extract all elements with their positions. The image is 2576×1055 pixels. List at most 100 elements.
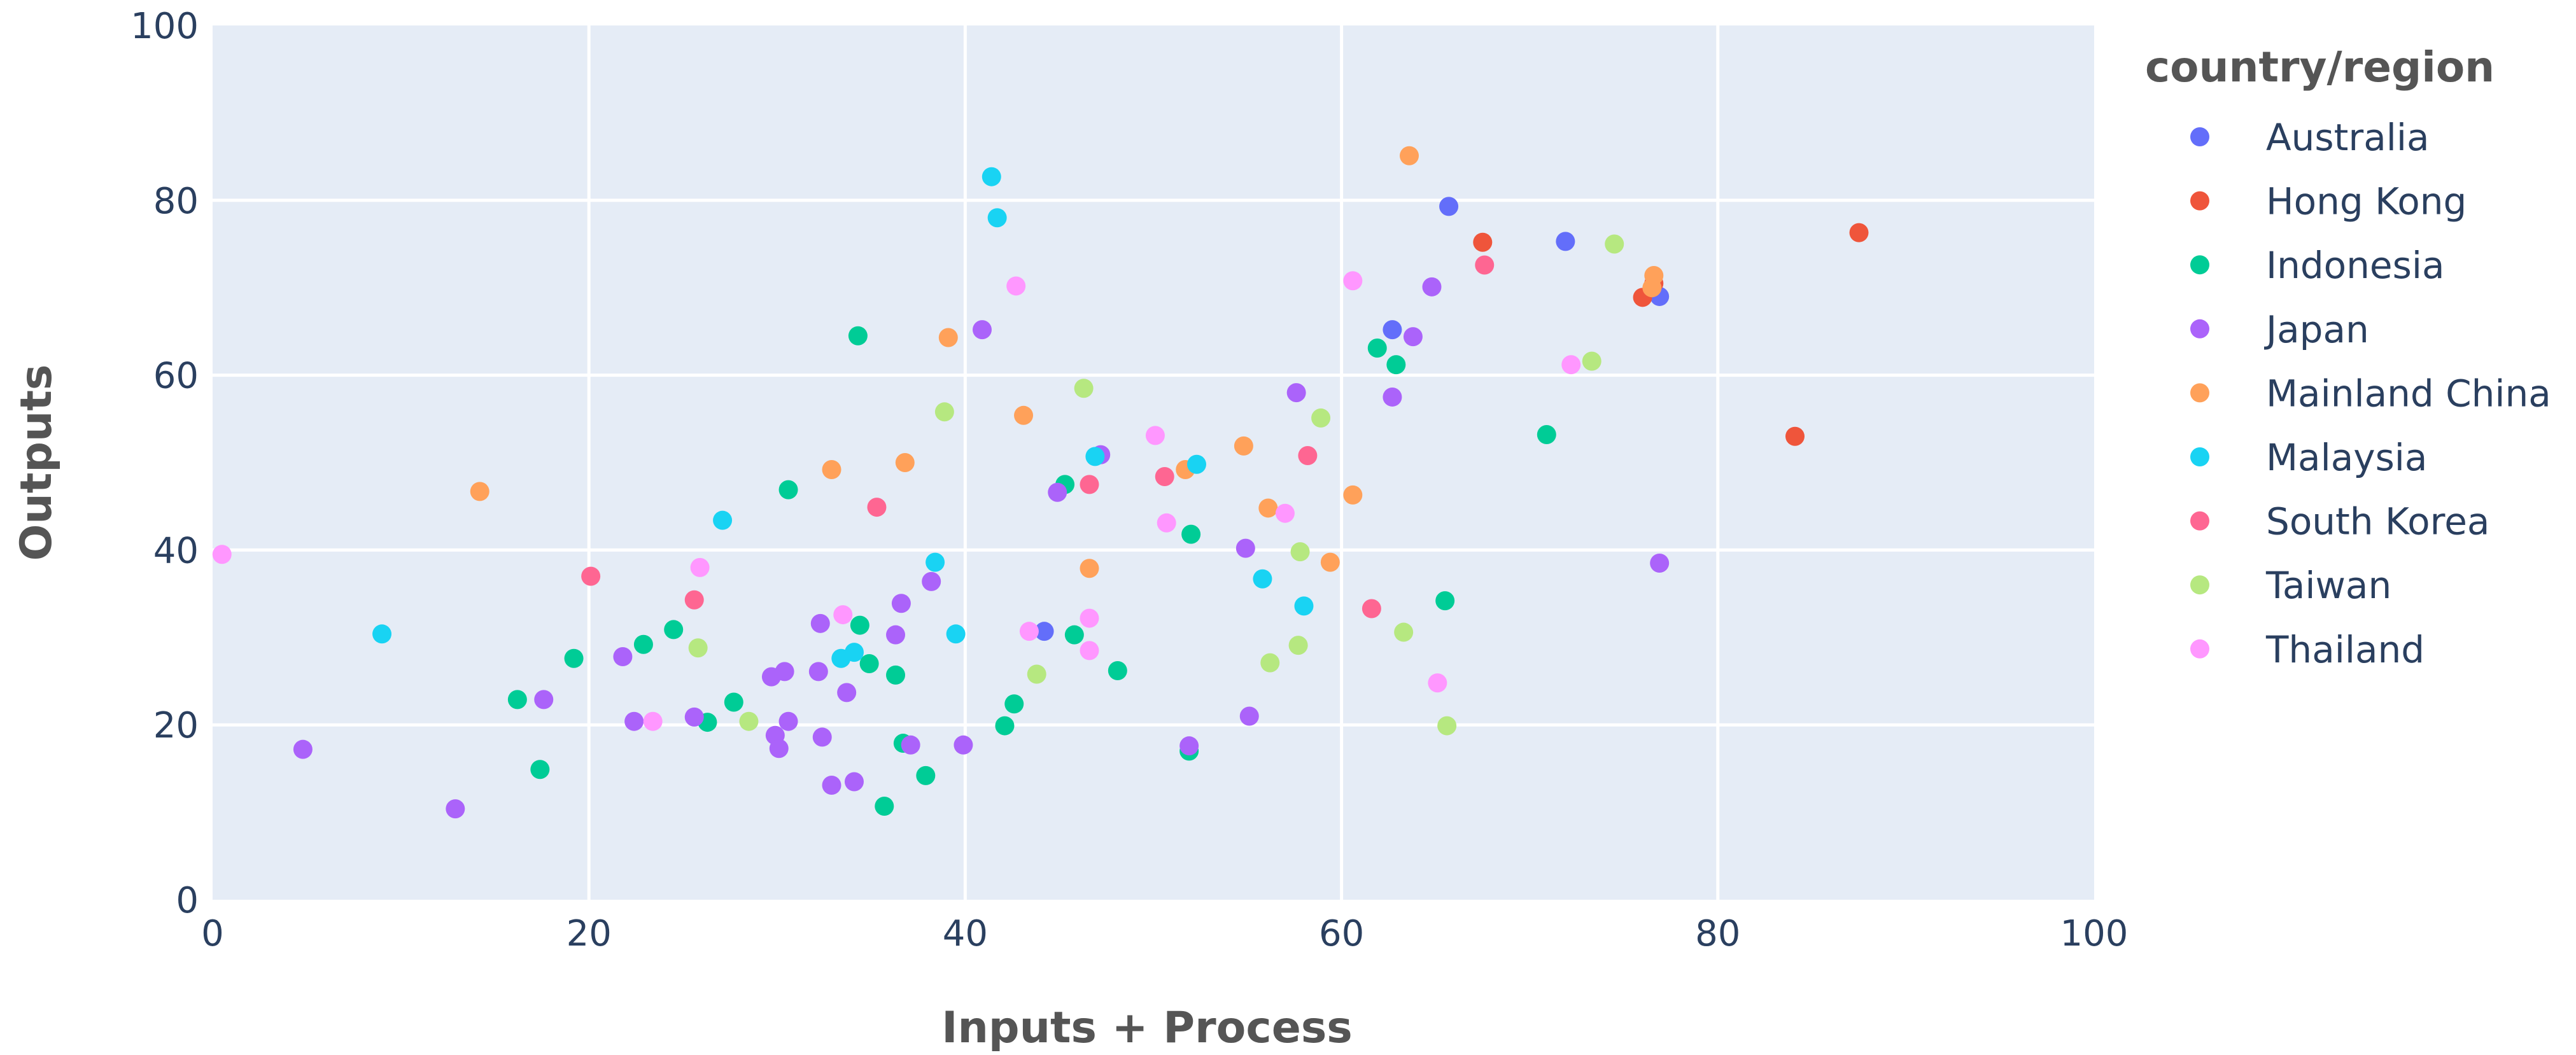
data-point[interactable] [1582, 351, 1601, 371]
data-point[interactable] [833, 605, 853, 625]
data-point[interactable] [886, 665, 906, 685]
data-point[interactable] [1155, 466, 1174, 486]
data-point[interactable] [1298, 446, 1318, 466]
data-point[interactable] [1343, 271, 1363, 291]
data-point[interactable] [1006, 276, 1026, 296]
data-point[interactable] [643, 711, 663, 731]
data-point[interactable] [875, 796, 894, 816]
data-point[interactable] [664, 620, 684, 639]
data-point[interactable] [848, 326, 868, 346]
data-point[interactable] [1605, 234, 1624, 254]
legend-item-australia[interactable]: Australia [2190, 116, 2430, 159]
data-point[interactable] [1260, 653, 1280, 673]
data-point[interactable] [973, 320, 992, 340]
data-point[interactable] [1157, 513, 1176, 533]
data-point[interactable] [1253, 569, 1272, 589]
legend-item-indonesia[interactable]: Indonesia [2190, 244, 2444, 287]
data-point[interactable] [470, 482, 489, 501]
data-point[interactable] [916, 765, 936, 785]
legend[interactable]: country/region Australia Hong Kong Indones… [2145, 43, 2551, 671]
data-point[interactable] [1048, 482, 1067, 502]
data-point[interactable] [775, 662, 794, 681]
data-point[interactable] [446, 799, 465, 819]
data-point[interactable] [624, 711, 644, 731]
data-point[interactable] [1367, 339, 1387, 358]
data-point[interactable] [1019, 622, 1039, 641]
data-point[interactable] [1644, 265, 1664, 285]
data-point[interactable] [850, 615, 869, 635]
data-point[interactable] [1080, 559, 1099, 578]
data-point[interactable] [1034, 622, 1054, 641]
legend-item-hong-kong[interactable]: Hong Kong [2190, 180, 2467, 223]
legend-item-south-korea[interactable]: South Korea [2190, 500, 2489, 543]
data-point[interactable] [1475, 255, 1495, 275]
data-point[interactable] [1014, 405, 1034, 425]
data-point[interactable] [530, 760, 550, 779]
data-point[interactable] [1181, 524, 1201, 544]
data-point[interactable] [810, 613, 830, 633]
data-point[interactable] [1074, 379, 1094, 398]
data-point[interactable] [1383, 387, 1402, 407]
data-point[interactable] [987, 208, 1007, 228]
data-point[interactable] [934, 402, 954, 422]
data-point[interactable] [1239, 706, 1259, 726]
data-point[interactable] [982, 167, 1001, 186]
data-point[interactable] [1561, 355, 1581, 375]
data-point[interactable] [844, 772, 864, 792]
data-point[interactable] [895, 453, 915, 472]
data-point[interactable] [886, 625, 906, 645]
data-point[interactable] [1064, 625, 1084, 645]
data-point[interactable] [564, 648, 584, 668]
legend-item-taiwan[interactable]: Taiwan [2190, 564, 2391, 607]
data-point[interactable] [954, 735, 973, 755]
legend-item-thailand[interactable]: Thailand [2190, 628, 2425, 671]
data-point[interactable] [778, 711, 798, 731]
data-point[interactable] [507, 690, 527, 709]
data-point[interactable] [293, 739, 313, 759]
data-point[interactable] [372, 624, 392, 644]
data-point[interactable] [1428, 673, 1447, 693]
data-point[interactable] [1108, 661, 1127, 681]
data-point[interactable] [778, 480, 798, 500]
data-point[interactable] [1849, 223, 1869, 242]
data-point[interactable] [1004, 694, 1024, 714]
data-point[interactable] [1290, 542, 1310, 562]
legend-item-japan[interactable]: Japan [2190, 308, 2369, 351]
data-point[interactable] [1386, 355, 1406, 375]
data-point[interactable] [1362, 599, 1381, 618]
data-point[interactable] [1403, 327, 1423, 347]
data-point[interactable] [808, 662, 828, 681]
data-point[interactable] [633, 634, 653, 654]
data-point[interactable] [946, 624, 966, 644]
data-point[interactable] [1435, 591, 1455, 611]
data-point[interactable] [1785, 426, 1805, 446]
data-point[interactable] [1394, 622, 1414, 642]
data-point[interactable] [1145, 426, 1165, 445]
data-point[interactable] [1080, 608, 1099, 628]
legend-items[interactable]: Australia Hong Kong Indonesia Japan Mainland… [2190, 116, 2551, 671]
data-point[interactable] [844, 643, 864, 662]
data-point[interactable] [1320, 552, 1340, 572]
data-point[interactable] [938, 328, 958, 347]
data-point[interactable] [901, 735, 920, 755]
data-point[interactable] [995, 716, 1015, 736]
data-point[interactable] [891, 594, 911, 613]
data-point[interactable] [1343, 485, 1363, 505]
data-point[interactable] [684, 707, 704, 727]
data-point[interactable] [739, 711, 759, 731]
data-point[interactable] [1383, 320, 1402, 340]
data-point[interactable] [867, 498, 887, 517]
legend-item-malaysia[interactable]: Malaysia [2190, 436, 2427, 479]
data-point[interactable] [1439, 197, 1459, 216]
data-point[interactable] [1288, 636, 1308, 655]
data-point[interactable] [1537, 425, 1556, 445]
data-point[interactable] [837, 683, 857, 702]
data-point[interactable] [688, 638, 708, 658]
data-point[interactable] [613, 647, 633, 667]
data-point[interactable] [1085, 447, 1105, 466]
data-point[interactable] [769, 739, 789, 758]
data-point[interactable] [690, 557, 710, 577]
data-point[interactable] [1275, 503, 1295, 523]
data-point[interactable] [684, 590, 704, 610]
data-point[interactable] [1422, 277, 1442, 297]
